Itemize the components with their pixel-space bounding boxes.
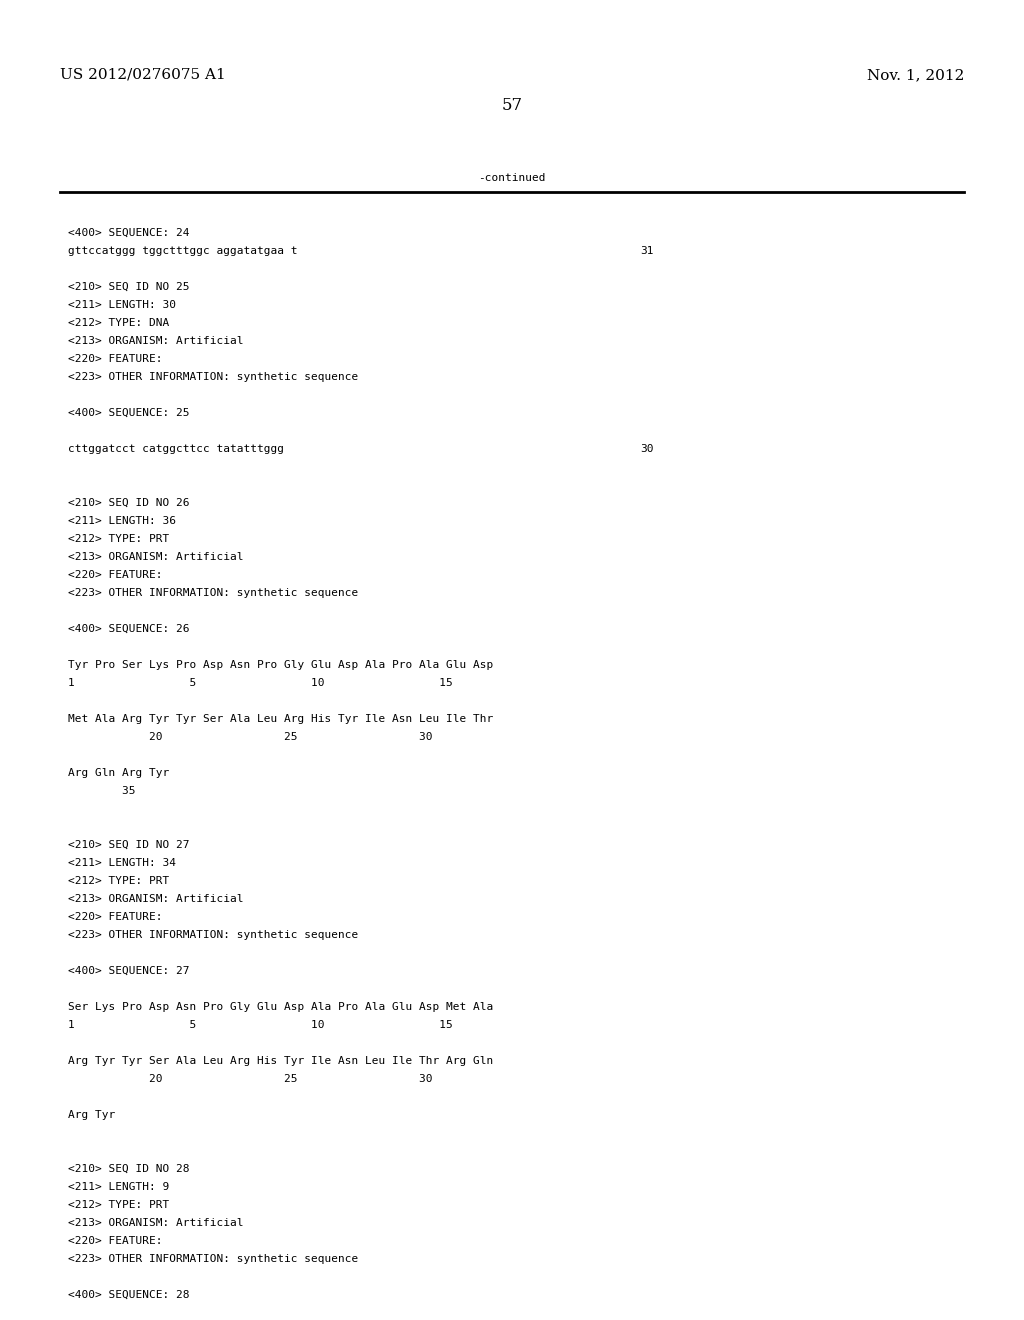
Text: Arg Tyr Tyr Ser Ala Leu Arg His Tyr Ile Asn Leu Ile Thr Arg Gln: Arg Tyr Tyr Ser Ala Leu Arg His Tyr Ile … (68, 1056, 494, 1067)
Text: Ser Lys Pro Asp Asn Pro Gly Glu Asp Ala Pro Ala Glu Asp Met Ala: Ser Lys Pro Asp Asn Pro Gly Glu Asp Ala … (68, 1002, 494, 1012)
Text: <212> TYPE: DNA: <212> TYPE: DNA (68, 318, 169, 327)
Text: <220> FEATURE:: <220> FEATURE: (68, 912, 163, 921)
Text: <213> ORGANISM: Artificial: <213> ORGANISM: Artificial (68, 552, 244, 562)
Text: 31: 31 (640, 246, 653, 256)
Text: Nov. 1, 2012: Nov. 1, 2012 (866, 69, 964, 82)
Text: <220> FEATURE:: <220> FEATURE: (68, 570, 163, 579)
Text: <400> SEQUENCE: 27: <400> SEQUENCE: 27 (68, 966, 189, 975)
Text: <223> OTHER INFORMATION: synthetic sequence: <223> OTHER INFORMATION: synthetic seque… (68, 931, 358, 940)
Text: Arg Tyr: Arg Tyr (68, 1110, 116, 1119)
Text: <210> SEQ ID NO 28: <210> SEQ ID NO 28 (68, 1164, 189, 1173)
Text: <213> ORGANISM: Artificial: <213> ORGANISM: Artificial (68, 337, 244, 346)
Text: 20                  25                  30: 20 25 30 (68, 733, 432, 742)
Text: <220> FEATURE:: <220> FEATURE: (68, 1236, 163, 1246)
Text: <400> SEQUENCE: 24: <400> SEQUENCE: 24 (68, 228, 189, 238)
Text: <210> SEQ ID NO 25: <210> SEQ ID NO 25 (68, 282, 189, 292)
Text: <220> FEATURE:: <220> FEATURE: (68, 354, 163, 364)
Text: <400> SEQUENCE: 26: <400> SEQUENCE: 26 (68, 624, 189, 634)
Text: 30: 30 (640, 444, 653, 454)
Text: 20                  25                  30: 20 25 30 (68, 1074, 432, 1084)
Text: Arg Gln Arg Tyr: Arg Gln Arg Tyr (68, 768, 169, 777)
Text: <400> SEQUENCE: 25: <400> SEQUENCE: 25 (68, 408, 189, 418)
Text: 1                 5                 10                 15: 1 5 10 15 (68, 1020, 453, 1030)
Text: Tyr Pro Ser Lys Pro Asp Asn Pro Gly Glu Asp Ala Pro Ala Glu Asp: Tyr Pro Ser Lys Pro Asp Asn Pro Gly Glu … (68, 660, 494, 671)
Text: <212> TYPE: PRT: <212> TYPE: PRT (68, 535, 169, 544)
Text: <213> ORGANISM: Artificial: <213> ORGANISM: Artificial (68, 894, 244, 904)
Text: <213> ORGANISM: Artificial: <213> ORGANISM: Artificial (68, 1218, 244, 1228)
Text: <212> TYPE: PRT: <212> TYPE: PRT (68, 1200, 169, 1210)
Text: -continued: -continued (478, 173, 546, 183)
Text: 35: 35 (68, 785, 135, 796)
Text: <223> OTHER INFORMATION: synthetic sequence: <223> OTHER INFORMATION: synthetic seque… (68, 1254, 358, 1265)
Text: US 2012/0276075 A1: US 2012/0276075 A1 (60, 69, 225, 82)
Text: gttccatggg tggctttggc aggatatgaa t: gttccatggg tggctttggc aggatatgaa t (68, 246, 298, 256)
Text: <223> OTHER INFORMATION: synthetic sequence: <223> OTHER INFORMATION: synthetic seque… (68, 587, 358, 598)
Text: <212> TYPE: PRT: <212> TYPE: PRT (68, 876, 169, 886)
Text: <211> LENGTH: 36: <211> LENGTH: 36 (68, 516, 176, 525)
Text: cttggatcct catggcttcc tatatttggg: cttggatcct catggcttcc tatatttggg (68, 444, 284, 454)
Text: <211> LENGTH: 9: <211> LENGTH: 9 (68, 1181, 169, 1192)
Text: <400> SEQUENCE: 28: <400> SEQUENCE: 28 (68, 1290, 189, 1300)
Text: <211> LENGTH: 30: <211> LENGTH: 30 (68, 300, 176, 310)
Text: <223> OTHER INFORMATION: synthetic sequence: <223> OTHER INFORMATION: synthetic seque… (68, 372, 358, 381)
Text: 57: 57 (502, 96, 522, 114)
Text: <211> LENGTH: 34: <211> LENGTH: 34 (68, 858, 176, 869)
Text: 1                 5                 10                 15: 1 5 10 15 (68, 678, 453, 688)
Text: <210> SEQ ID NO 27: <210> SEQ ID NO 27 (68, 840, 189, 850)
Text: Met Ala Arg Tyr Tyr Ser Ala Leu Arg His Tyr Ile Asn Leu Ile Thr: Met Ala Arg Tyr Tyr Ser Ala Leu Arg His … (68, 714, 494, 723)
Text: <210> SEQ ID NO 26: <210> SEQ ID NO 26 (68, 498, 189, 508)
